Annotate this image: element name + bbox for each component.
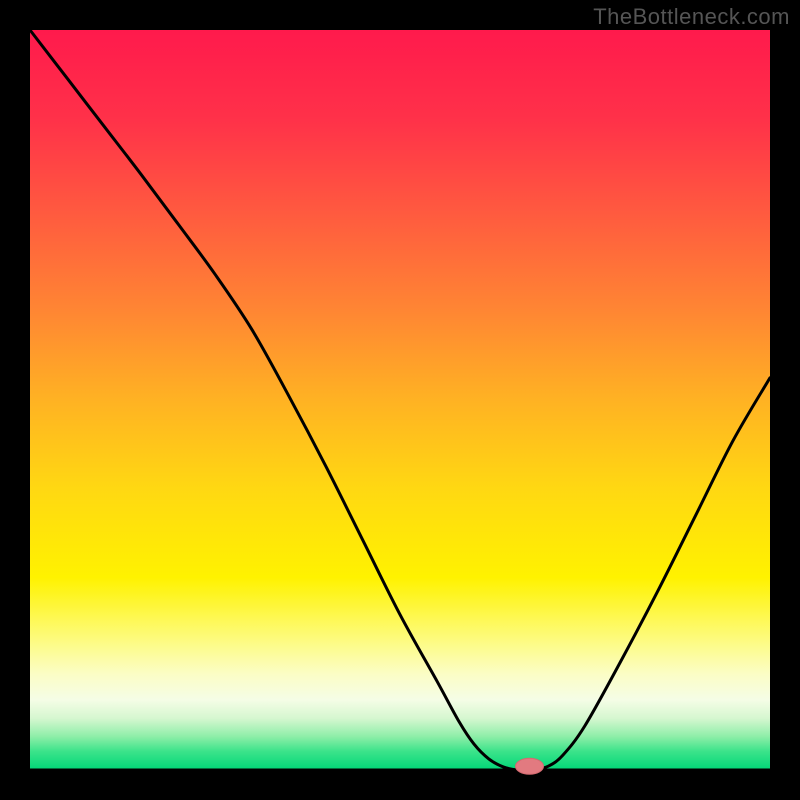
optimal-marker [516,758,544,774]
chart-svg [0,0,800,800]
plot-background [30,30,770,770]
watermark-text: TheBottleneck.com [593,4,790,30]
chart-container: TheBottleneck.com [0,0,800,800]
